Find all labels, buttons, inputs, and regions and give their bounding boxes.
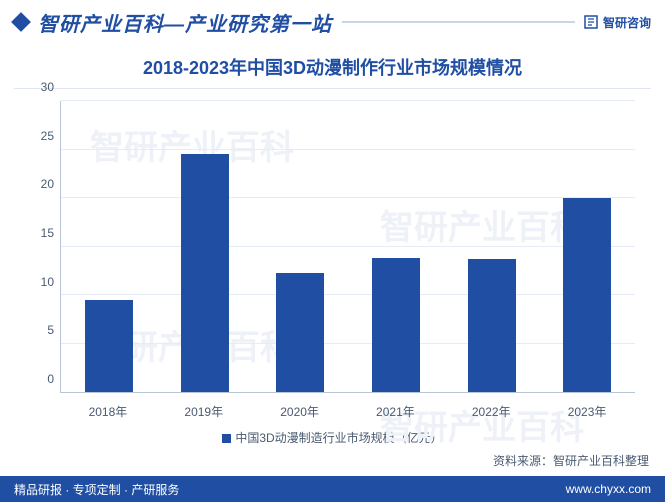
x-label: 2019年 (156, 397, 252, 421)
bar (276, 273, 324, 392)
brand-icon (583, 14, 599, 30)
brand-right-label: 智研咨询 (603, 14, 651, 31)
y-axis: 051015202530 (30, 101, 58, 393)
brand-right: 智研咨询 (583, 14, 651, 31)
y-tick: 20 (41, 177, 54, 191)
bar-column (348, 101, 444, 392)
bar-column (61, 101, 157, 392)
x-label: 2022年 (443, 397, 539, 421)
y-tick: 0 (47, 372, 54, 386)
footer-bar: 精品研报 · 专项定制 · 产研服务 www.chyxx.com (0, 476, 665, 502)
x-label: 2020年 (252, 397, 348, 421)
header-bar: 智研产业百科—产业研究第一站 智研咨询 (0, 0, 665, 44)
page-title: 智研产业百科—产业研究第一站 (38, 8, 332, 37)
title-rule (14, 88, 651, 89)
y-tick: 30 (41, 80, 54, 94)
bar (468, 259, 516, 392)
bar-column (157, 101, 253, 392)
legend-label: 中国3D动漫制造行业市场规模（亿元） (235, 431, 442, 445)
y-tick: 15 (41, 226, 54, 240)
bar (563, 198, 611, 392)
diamond-icon (11, 12, 31, 32)
y-tick: 10 (41, 275, 54, 289)
bars-container (61, 101, 635, 392)
header-rule (342, 21, 575, 23)
chart-title: 2018-2023年中国3D动漫制作行业市场规模情况 (0, 54, 665, 80)
x-label: 2021年 (347, 397, 443, 421)
legend-swatch (222, 434, 231, 443)
plot-area (60, 101, 635, 393)
footer-right: www.chyxx.com (566, 482, 651, 496)
bar (85, 300, 133, 392)
y-tick: 5 (47, 323, 54, 337)
x-axis-labels: 2018年2019年2020年2021年2022年2023年 (60, 397, 635, 421)
bar-column (252, 101, 348, 392)
source-text: 智研产业百科整理 (553, 454, 649, 468)
bar-column (444, 101, 540, 392)
source-label: 资料来源： (493, 454, 553, 468)
legend: 中国3D动漫制造行业市场规模（亿元） (0, 429, 665, 446)
footer-left: 精品研报 · 专项定制 · 产研服务 (14, 481, 179, 498)
bar-column (539, 101, 635, 392)
x-label: 2023年 (539, 397, 635, 421)
bar (372, 258, 420, 392)
y-tick: 25 (41, 129, 54, 143)
bar (181, 154, 229, 392)
x-label: 2018年 (60, 397, 156, 421)
chart-area: 051015202530 2018年2019年2020年2021年2022年20… (60, 101, 635, 421)
source-line: 资料来源：智研产业百科整理 (0, 446, 665, 469)
